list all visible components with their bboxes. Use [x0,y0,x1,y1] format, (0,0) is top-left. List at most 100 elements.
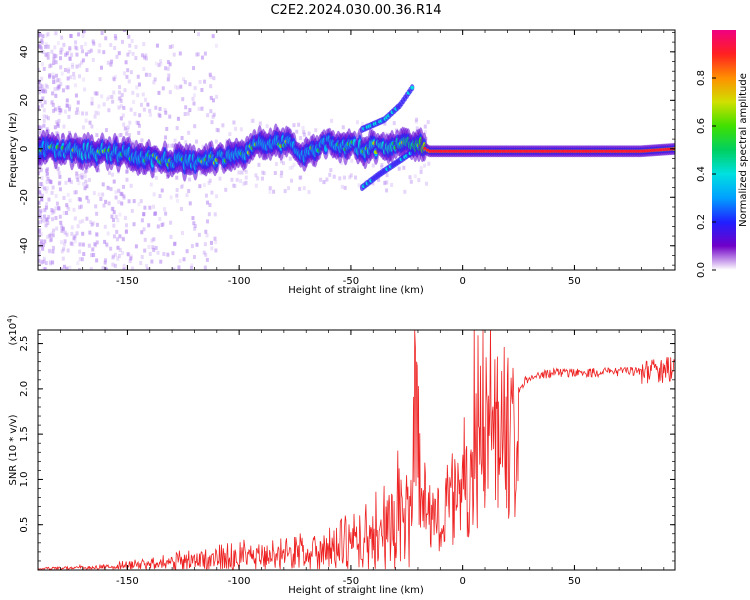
spectrogram-noise-cell [65,98,69,103]
x-tick-label: 0 [459,276,465,287]
spectrogram-noise-cell [152,80,156,85]
spectrogram-noise-cell [40,197,44,202]
spectrogram-noise-cell [328,172,332,177]
spectrogram-noise-cell [163,207,167,212]
spectrogram-ridge-peak [576,149,579,153]
snr-y-multiplier-exp: 4 [6,318,14,323]
spectrogram-noise-cell [40,84,44,89]
spectrogram-noise-cell [39,46,43,51]
spectrogram-noise-cell [192,255,196,260]
spectrogram-noise-cell [161,86,165,91]
spectrogram-noise-cell [67,107,71,112]
spectrogram-noise-cell [38,125,42,130]
spectrogram-noise-cell [256,176,260,181]
spectrogram-noise-cell [42,214,46,219]
spectrogram-noise-cell [42,259,46,264]
spectrogram-noise-cell [290,165,294,170]
spectrogram-noise-cell [49,261,53,266]
spectrogram-noise-cell [127,34,131,39]
spectrogram-noise-cell [90,222,94,227]
spectrogram-ridge-peak [514,149,518,153]
spectrogram-noise-cell [70,231,74,236]
spectrogram-noise-cell [73,83,77,88]
spectrogram-noise-cell [72,71,76,76]
spectrogram-ridge-peak [570,149,574,153]
spectrogram-ridge-peak [541,149,545,153]
spectrogram-noise-cell [148,251,152,256]
spectrogram-noise-cell [151,245,155,250]
spectrogram-noise-cell [90,96,94,101]
spectrogram-noise-cell [170,44,174,49]
y-tick-label: -20 [19,189,30,205]
spectrogram-noise-cell [82,252,86,257]
spectrogram-noise-cell [160,188,164,193]
spectrogram-noise-cell [188,201,192,206]
spectrogram-noise-cell [38,67,40,72]
spectrogram-noise-cell [81,111,85,116]
spectrogram-noise-cell [75,231,79,236]
spectrogram-noise-cell [115,54,119,59]
spectrogram-noise-cell [65,51,69,56]
spectrogram-ridge-peak [463,149,467,153]
spectrogram-ridge-peak [557,149,561,153]
spectrogram-noise-cell [124,228,128,233]
spectrogram-noise-cell [134,44,138,49]
spectrogram-noise-cell [169,143,173,148]
spectrogram-noise-cell [341,125,345,130]
spectrogram-noise-cell [68,198,72,203]
spectrogram-noise-cell [205,233,209,238]
spectrogram-noise-cell [228,132,232,137]
spectrogram-noise-cell [153,211,157,216]
spectrogram-noise-cell [214,248,218,253]
spectrogram-noise-cell [409,179,413,184]
spectrogram-ridge-peak [584,149,587,153]
spectrogram-noise-cell [148,205,152,210]
spectrogram-noise-cell [165,126,169,131]
spectrogram-noise-cell [423,163,427,168]
spectrogram-noise-cell [288,156,292,161]
spectrogram-noise-cell [210,246,214,251]
spectrogram-noise-cell [415,126,419,131]
spectrogram-noise-cell [136,93,140,98]
spectrogram-ridge-peak [651,149,655,152]
spectrogram-noise-cell [87,199,91,204]
spectrogram-noise-cell [45,186,49,191]
spectrogram-noise-cell [48,233,52,238]
spectrogram-noise-cell [119,116,123,121]
spectrogram-noise-cell [73,239,77,244]
spectrogram-noise-cell [92,253,96,258]
spectrogram-noise-cell [38,165,42,170]
spectrogram-noise-cell [68,48,72,53]
spectrogram-noise-cell [74,110,78,115]
spectrogram-noise-cell [143,237,147,242]
spectrogram-noise-cell [302,129,306,134]
spectrogram-noise-cell [72,75,76,80]
spectrogram-noise-cell [188,177,192,182]
spectrogram-noise-cell [113,252,117,257]
spectrogram-noise-cell [38,253,41,258]
spectrogram-noise-cell [110,59,114,64]
spectrogram-noise-cell [128,43,132,48]
spectrogram-noise-cell [115,229,119,234]
spectrogram-noise-cell [62,124,66,129]
spectrogram-noise-cell [57,84,61,89]
spectrogram-noise-cell [38,105,40,110]
spectrogram-noise-cell [111,255,115,260]
spectrogram-noise-cell [140,138,144,143]
spectrogram-noise-cell [94,110,98,115]
spectrogram-noise-cell [75,107,79,112]
spectrogram-noise-cell [77,173,81,178]
spectrogram-noise-cell [116,245,120,250]
spectrogram-noise-cell [65,266,69,270]
spectrogram-noise-cell [180,135,184,140]
spectrogram-noise-cell [158,107,162,112]
y-tick-label: 0 [19,146,30,152]
spectrogram-noise-cell [84,179,88,184]
spectrogram-noise-cell [66,248,70,253]
spectrogram-noise-cell [119,133,123,138]
spectrogram-noise-cell [43,218,47,223]
spectrogram-ridge-peak [450,149,453,153]
spectrogram-noise-cell [371,181,375,186]
spectrogram-noise-cell [268,186,272,191]
colorbar: 0.0 0.2 0.4 0.6 0.8 Normalized spectral ampl… [696,30,749,278]
